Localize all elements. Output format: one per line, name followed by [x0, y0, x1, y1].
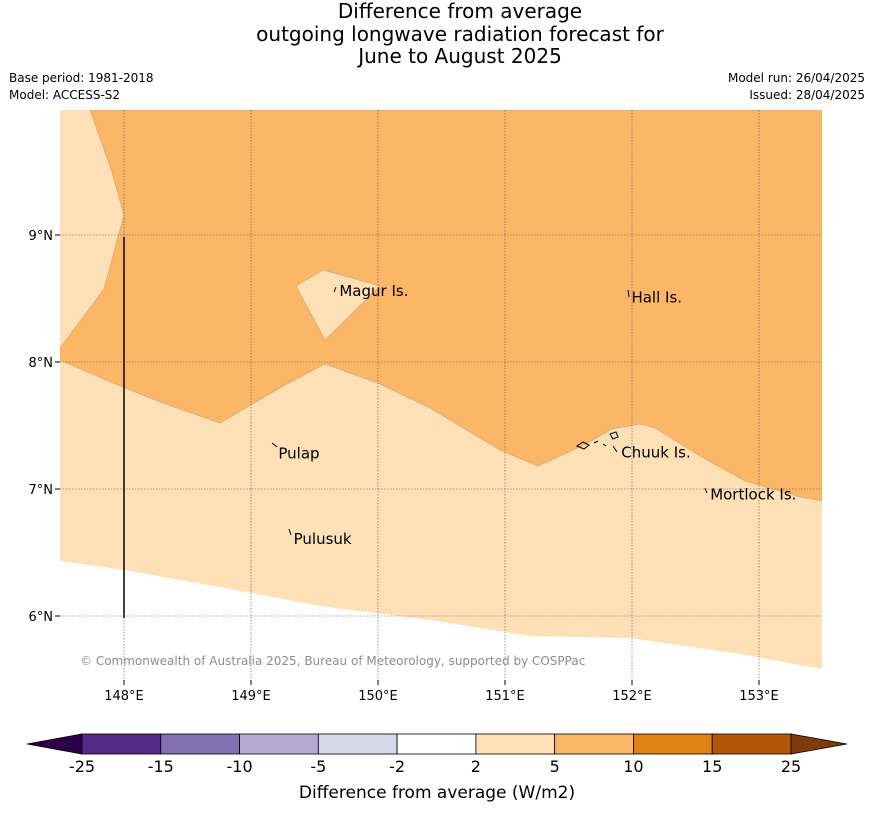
colorbar-segment: [81, 733, 162, 755]
colorbar-label: Difference from average (W/m2): [299, 783, 575, 803]
place-label: Chuuk Is.: [621, 443, 690, 461]
latitude-ticks: 9°N 8°N 7°N 6°N: [29, 229, 60, 625]
lon-tick-label: 150°E: [358, 689, 398, 704]
title-line-1: Difference from average: [337, 0, 583, 23]
colorbar-tick-label: 10: [623, 757, 643, 776]
coastlines: [271, 286, 708, 536]
colorbar-tick-label: -2: [389, 757, 405, 776]
place-label: Hall Is.: [631, 289, 682, 307]
coast-chuuk: [575, 431, 619, 453]
colorbar-tick-label: -10: [226, 757, 252, 776]
colorbar-tick-label: 5: [550, 757, 560, 776]
longitude-ticks: 148°E 149°E 150°E 151°E 152°E 153°E: [104, 680, 779, 704]
model-run: Model run: 26/04/2025: [727, 71, 865, 85]
colorbar-segment: [475, 733, 556, 755]
colorbar-tick-label: -25: [69, 757, 95, 776]
meta-right: Model run: 26/04/2025 Issued: 28/04/2025: [728, 70, 865, 104]
colorbar-segment: [633, 733, 713, 755]
issued-date: Issued: 28/04/2025: [749, 88, 865, 102]
lat-tick-label: 7°N: [29, 483, 54, 498]
colorbar-tick-label: 25: [781, 757, 801, 776]
colorbar-tick-label: 15: [702, 757, 722, 776]
colorbar-under-arrow: [26, 733, 83, 755]
colorbar-segment: [160, 733, 240, 755]
title-line-3: June to August 2025: [358, 44, 562, 68]
lat-tick-label: 9°N: [29, 229, 54, 244]
lon-tick-label: 148°E: [104, 689, 144, 704]
coast-hall: [627, 289, 630, 298]
lat-tick-label: 6°N: [29, 610, 54, 625]
colorbar-segment: [239, 733, 319, 755]
title-line-2: outgoing longwave radiation forecast for: [256, 21, 664, 46]
colorbar-over-arrow: [790, 733, 848, 755]
place-label: Magur Is.: [339, 282, 408, 300]
place-label: Pulap: [278, 445, 319, 463]
lon-tick-label: 152°E: [612, 689, 652, 704]
model-name: Model: ACCESS-S2: [9, 88, 121, 102]
map-title: Difference from average outgoing longwav…: [0, 0, 873, 68]
coast-magur: [333, 286, 337, 293]
lon-tick-label: 149°E: [231, 689, 271, 704]
coast-mortlock: [704, 487, 708, 494]
meta-left: Base period: 1981-2018 Model: ACCESS-S2: [9, 70, 154, 104]
colorbar-segment: [396, 733, 477, 755]
map-area: Magur Is. Hall Is. Pulap Chuuk Is. Mortlock …: [60, 110, 822, 680]
colorbar-segment: [711, 733, 792, 755]
colorbar-tick-label: -5: [310, 757, 326, 776]
colorbar-segment: [317, 733, 398, 755]
colorbar-segment: [554, 733, 634, 755]
band-5-10-region: [60, 110, 822, 502]
coast-pulusuk: [288, 528, 292, 536]
colorbar-tick-label: 2: [471, 757, 481, 776]
place-label: Pulusuk: [294, 530, 352, 548]
lon-tick-label: 151°E: [485, 689, 525, 704]
place-labels: Magur Is. Hall Is. Pulap Chuuk Is. Mortlock …: [278, 282, 796, 548]
colorbar-tick-label: -15: [148, 757, 174, 776]
magur-patch: [295, 269, 381, 341]
place-label: Mortlock Is.: [710, 485, 796, 503]
colorbar: -25 -15 -10 -5 -2 2 5 10 15 25: [26, 733, 848, 776]
base-period: Base period: 1981-2018: [9, 71, 154, 85]
lat-tick-label: 8°N: [29, 356, 54, 371]
coast-pulap: [271, 442, 278, 448]
copyright-notice: © Commonwealth of Australia 2025, Bureau…: [80, 654, 585, 668]
lon-tick-label: 153°E: [739, 689, 779, 704]
